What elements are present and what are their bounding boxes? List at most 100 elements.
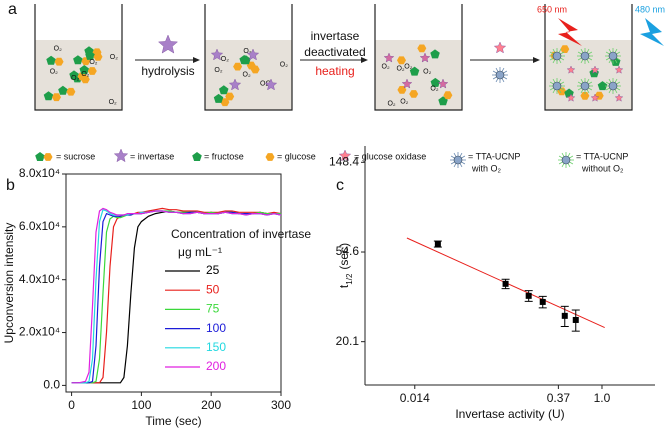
glucose-icon	[560, 45, 570, 53]
x-tick-label: 0.014	[400, 391, 430, 405]
o2-label: O₂	[400, 98, 408, 105]
ucnp-core	[608, 81, 618, 91]
y-tick-label: 8.0x10⁴	[19, 166, 60, 180]
glucose-icon	[443, 91, 453, 100]
x-axis-label: Invertase activity (U)	[455, 407, 564, 421]
fructose-icon	[43, 91, 54, 101]
light-label: 650 nm	[537, 4, 567, 14]
o2-label: O₂	[423, 68, 431, 75]
o2-label: O₂	[382, 64, 390, 71]
o2-label: O₂	[89, 59, 97, 66]
o2-label: O₂	[110, 54, 118, 61]
y-tick-label: 148.4	[329, 154, 359, 168]
ucnp-core	[552, 81, 562, 91]
fructose-icon	[35, 152, 45, 161]
panel-label: a	[8, 1, 17, 18]
o2-label: O₂	[54, 46, 62, 53]
step-label: hydrolysis	[141, 64, 194, 78]
legend-label: 150	[206, 340, 226, 354]
ucnp-core	[561, 155, 571, 165]
glucose-icon	[265, 153, 275, 161]
light-label: 480 nm	[635, 4, 665, 14]
star-icon	[419, 52, 431, 63]
y-tick-label: 2.0x10⁴	[19, 325, 60, 339]
arrow-head	[193, 57, 200, 63]
fructose-icon	[597, 81, 608, 91]
y-tick-label: 54.6	[336, 244, 360, 258]
legend-label: 200	[206, 359, 226, 373]
x-tick-label: 0	[68, 398, 75, 412]
ucnp-core	[453, 155, 463, 165]
ucnp-core	[608, 51, 618, 61]
star-icon	[401, 78, 413, 89]
plot-frame	[65, 173, 282, 393]
panel-label: c	[336, 177, 344, 194]
legend-label: 75	[206, 302, 220, 316]
legend-label: = TTA-UCNP	[576, 151, 628, 161]
fructose-icon	[219, 85, 229, 95]
star-icon	[590, 93, 600, 102]
x-tick-label: 100	[131, 398, 151, 412]
arrow-head	[533, 57, 540, 63]
legend-label: = glucose oxidase	[354, 151, 426, 161]
o2-label: O₂	[387, 100, 395, 107]
y-tick-label: 20.1	[336, 334, 360, 348]
star-icon	[614, 65, 624, 74]
legend-label: = invertase	[130, 151, 174, 161]
y-axis-label: t1/2 (sec)	[337, 243, 353, 288]
x-axis-label: Time (sec)	[145, 414, 201, 428]
glucose-icon	[54, 57, 64, 66]
o2-label: O₂	[430, 86, 438, 93]
legend-label: = fructose	[204, 151, 244, 161]
star-icon	[566, 65, 576, 74]
fructose-icon	[69, 70, 79, 80]
arrow-head	[361, 57, 368, 63]
step-label: heating	[315, 64, 354, 78]
legend-label: = sucrose	[56, 151, 95, 161]
star-icon	[158, 34, 178, 54]
glucose-icon	[93, 52, 103, 61]
y-axis-label-part: t	[337, 284, 351, 288]
legend-label: 50	[206, 282, 220, 296]
glucose-icon	[43, 153, 53, 161]
fructose-icon	[241, 55, 251, 65]
glucose-icon	[233, 62, 243, 71]
glucose-icon	[250, 65, 260, 74]
fructose-icon	[430, 77, 441, 87]
fructose-icon	[430, 49, 440, 59]
point	[502, 280, 509, 287]
o2-label: O₂	[214, 67, 222, 74]
panel-label: b	[6, 177, 15, 194]
glucose-icon	[580, 92, 590, 100]
glucose-icon	[66, 87, 76, 96]
glucose-icon	[77, 72, 87, 81]
star-icon	[590, 65, 600, 74]
point	[525, 292, 532, 299]
y-tick-label: 0.0	[43, 378, 60, 392]
y-tick-label: 6.0x10⁴	[19, 219, 60, 233]
o2-label: O₂	[71, 75, 79, 82]
y-tick-label: 4.0x10⁴	[19, 272, 60, 286]
star-icon	[246, 48, 260, 61]
fructose-icon	[46, 55, 56, 65]
glucose-icon	[417, 44, 427, 53]
star-icon	[210, 48, 224, 61]
fructose-icon	[409, 66, 420, 76]
fructose-icon	[79, 65, 89, 75]
x-tick-label: 200	[201, 398, 221, 412]
ucnp-core	[552, 51, 562, 61]
legend-label: = glucose	[277, 151, 316, 161]
x-tick-label: 0.37	[547, 391, 571, 405]
glucose-icon	[397, 56, 406, 65]
point	[572, 316, 579, 323]
star-icon	[493, 41, 507, 54]
legend-label: 25	[206, 263, 220, 277]
y-axis-label-part: (sec)	[337, 243, 351, 270]
o2-label: O₂	[221, 56, 229, 63]
step-label: deactivated	[304, 45, 365, 59]
o2-label: O₂	[50, 69, 58, 76]
glucose-icon	[225, 92, 235, 101]
curve	[71, 207, 282, 384]
